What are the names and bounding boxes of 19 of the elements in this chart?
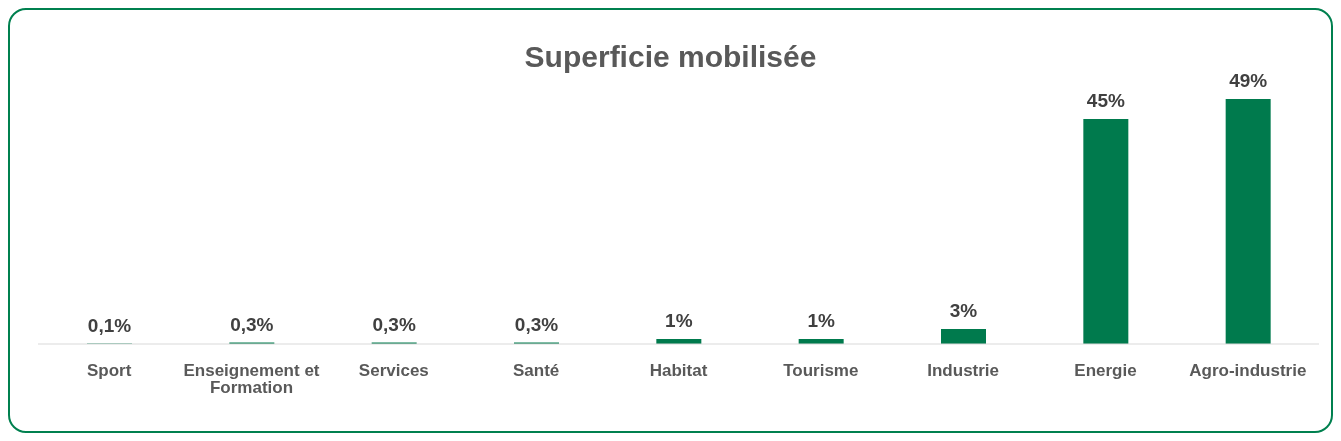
x-tick-label: Agro-industrie	[1189, 361, 1307, 381]
data-label: 0,3%	[230, 313, 274, 335]
data-label: 0,3%	[372, 313, 416, 335]
data-label: 0,1%	[87, 314, 132, 336]
data-label: 1%	[807, 310, 835, 331]
x-tick-label: Tourisme	[783, 361, 859, 381]
x-tick-label: Habitat	[649, 361, 708, 381]
x-tick-label: Sport	[86, 361, 132, 381]
data-label: 45%	[1086, 90, 1125, 111]
x-tick-label: Services	[358, 361, 429, 381]
data-label: 49%	[1229, 70, 1268, 91]
x-tick-label: Energie	[1074, 361, 1137, 381]
data-label: 3%	[949, 300, 978, 321]
x-tick-label: Enseignement et Formation	[183, 361, 320, 398]
x-tick-label: Santé	[513, 361, 560, 381]
x-tick-label: Industrie	[927, 361, 1000, 381]
data-label: 0,3%	[514, 313, 559, 335]
chart-title: Superficie mobilisée	[524, 40, 817, 73]
data-label: 1%	[665, 310, 693, 331]
